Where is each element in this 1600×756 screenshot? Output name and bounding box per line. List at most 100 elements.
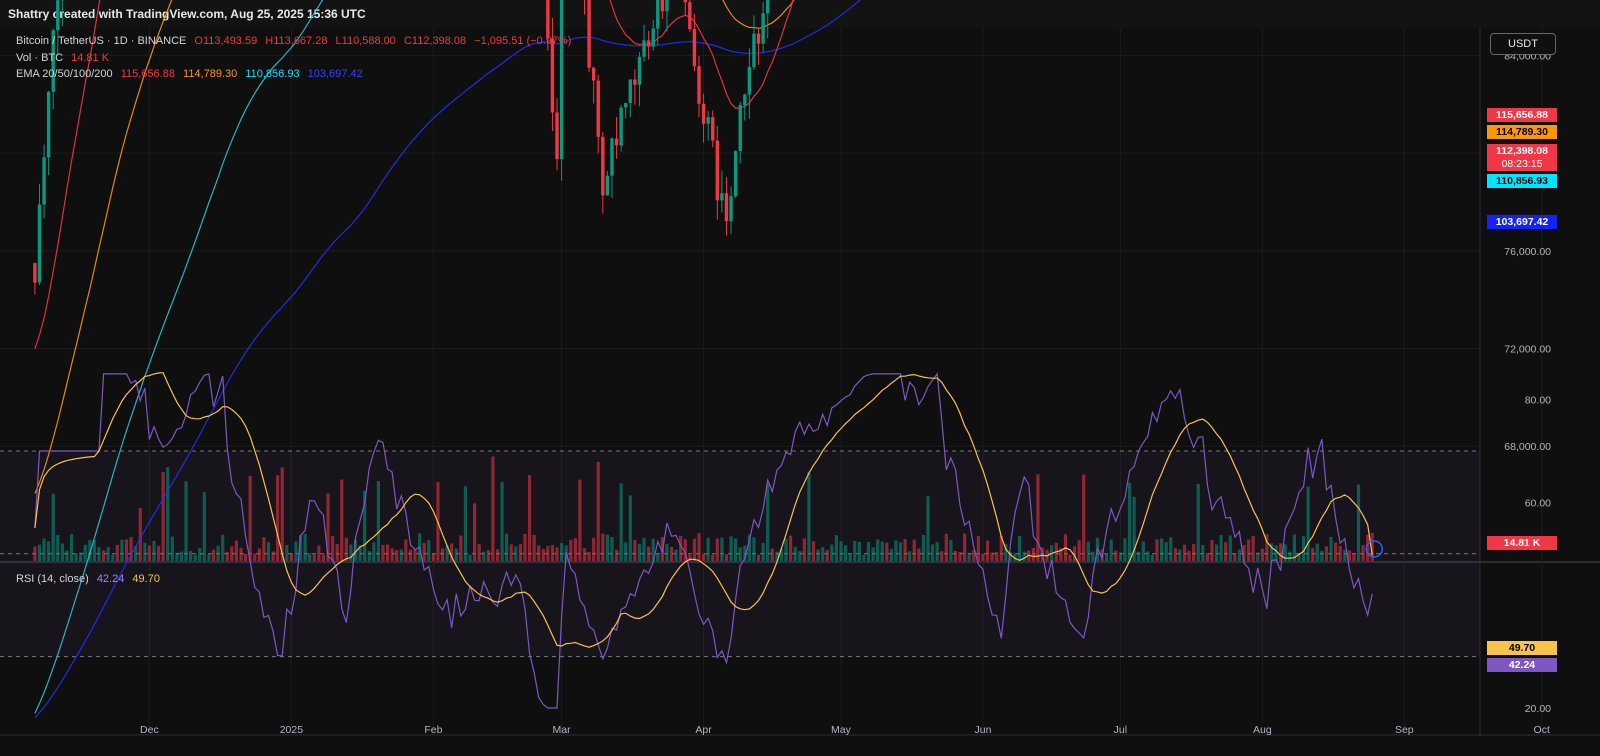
volume-bar [202, 492, 206, 561]
volume-bar [701, 553, 706, 561]
candle-body [546, 0, 550, 39]
y-tick-label: 76,000.00 [1504, 246, 1551, 258]
volume-bar [628, 495, 632, 561]
x-tick-label: Sep [1395, 724, 1414, 736]
volume-bar [601, 533, 605, 561]
candle-body [637, 56, 642, 85]
volume-bar [720, 537, 724, 561]
volume-bar [308, 553, 312, 561]
volume-bar [523, 533, 527, 561]
candle-body [596, 80, 600, 137]
volume-bar [775, 551, 779, 561]
volume-bar [152, 540, 156, 561]
rsi-ma-legend-value: 49.70 [132, 573, 160, 585]
volume-bar [262, 537, 266, 561]
x-tick-label: Aug [1253, 724, 1272, 736]
volume-bar [1214, 544, 1219, 561]
volume-bar [743, 545, 747, 561]
x-tick-label: Feb [424, 724, 442, 736]
x-tick-label: May [831, 724, 852, 736]
volume-bar [963, 533, 967, 561]
volume-bar [1091, 551, 1095, 561]
volume-bar [463, 486, 468, 561]
volume-bar [578, 479, 582, 561]
volume-bar [1311, 547, 1315, 561]
volume-bar [619, 483, 623, 561]
candle-body [688, 2, 692, 30]
volume-bar [903, 539, 907, 561]
volume-bar [637, 543, 642, 561]
x-tick-label: Jul [1114, 724, 1127, 736]
volume-bar [1269, 543, 1274, 561]
volume-bar [569, 539, 573, 561]
volume-bar [834, 535, 838, 561]
ohlc-change: −1,095.51 (−0.97%) [474, 35, 572, 47]
volume-bar [715, 538, 719, 561]
volume-bar [1018, 535, 1022, 561]
volume-bar [624, 542, 628, 561]
candle-body [619, 107, 623, 146]
volume-bar [1283, 544, 1287, 561]
rsi-ma-line [34, 372, 1373, 648]
volume-bar [1022, 551, 1026, 561]
volume-bar [1251, 535, 1255, 561]
volume-bar [1279, 543, 1283, 561]
volume-bar [486, 550, 490, 561]
candle-body [747, 67, 752, 95]
volume-bar [944, 533, 948, 561]
volume-bar [527, 475, 532, 561]
volume-bar [734, 538, 738, 561]
volume-bar [953, 550, 958, 561]
volume-bar [912, 539, 916, 561]
volume-bar [1352, 553, 1356, 561]
volume-bar [647, 546, 651, 561]
currency-button[interactable]: USDT [1490, 33, 1556, 55]
volume-bar [216, 545, 220, 561]
volume-bar [115, 544, 119, 561]
volume-bar [711, 554, 715, 561]
volume-bar [1210, 540, 1214, 561]
volume-bar [74, 553, 78, 561]
candle-body [656, 0, 660, 29]
ema20-line [34, 0, 794, 349]
volume-bar [363, 490, 367, 561]
candle-body [559, 0, 564, 160]
candle-body [752, 33, 756, 68]
ema50-price-label: 114,789.30 [1487, 125, 1557, 139]
volume-bar [514, 546, 518, 561]
volume-bar [587, 551, 591, 561]
volume-bar [1182, 544, 1187, 561]
volume-bar [335, 544, 339, 561]
volume-bar [688, 554, 692, 561]
volume-bar [495, 549, 500, 561]
volume-bar [248, 475, 252, 561]
volume-bar [1114, 550, 1118, 561]
volume-bar [1072, 546, 1077, 561]
volume-bar [518, 544, 522, 561]
candle-body [56, 0, 60, 31]
candle-body [660, 0, 665, 12]
volume-bar [582, 548, 587, 561]
volume-bar [605, 534, 609, 561]
volume-legend-value: 14.81 K [71, 52, 110, 64]
volume-bar [317, 545, 321, 561]
volume-bar [431, 553, 435, 561]
volume-bar [1320, 550, 1324, 561]
volume-bar [825, 549, 829, 561]
volume-bar [1169, 537, 1173, 561]
volume-bar [1237, 549, 1242, 561]
volume-bar [683, 539, 687, 561]
candle-body [651, 28, 655, 47]
volume-bar [56, 534, 60, 561]
volume-bar [1141, 541, 1145, 561]
volume-bar [1260, 548, 1264, 561]
candle-body [628, 79, 632, 103]
candle-body [743, 94, 747, 106]
volume-bar [976, 535, 980, 561]
volume-bar [1132, 496, 1136, 561]
volume-bar [221, 534, 225, 561]
ema-legend-label: EMA 20/50/100/200 [16, 68, 113, 80]
volume-bar [166, 467, 170, 561]
volume-bar [656, 554, 660, 561]
